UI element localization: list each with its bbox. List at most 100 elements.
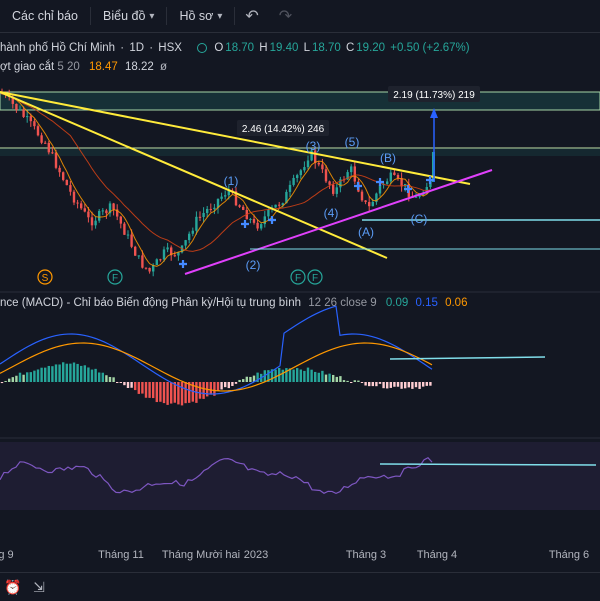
high-value: 19.40 — [269, 42, 299, 54]
candle-body — [112, 203, 115, 210]
candle-body — [137, 255, 140, 257]
candle-body — [288, 184, 292, 192]
symbol-legend: hành phố Hồ Chí Minh · 1D · HSX O 18.70 H… — [0, 42, 470, 54]
macd-histogram-bar — [371, 382, 374, 387]
wave-label-c[interactable]: (C) — [411, 212, 428, 226]
time-axis-label: Tháng 6 — [549, 549, 589, 561]
macd-histogram-bar — [213, 382, 216, 396]
low-label: L — [303, 42, 310, 54]
chart-menu-button[interactable]: Biểu đồ ▾ — [91, 0, 166, 32]
low-value: 18.70 — [311, 42, 341, 54]
candle-body — [29, 116, 32, 122]
timeframe[interactable]: 1D — [129, 42, 145, 54]
macd-histogram-bar — [332, 374, 335, 382]
signal-marker-s[interactable]: S — [37, 269, 53, 285]
candle-body — [130, 234, 133, 247]
macd-line — [0, 305, 433, 395]
candle-body — [256, 222, 259, 229]
macd-histogram-bar — [108, 376, 112, 382]
macd-histogram-bar — [65, 363, 68, 382]
candle-body — [353, 166, 356, 182]
drawings-group — [0, 91, 600, 275]
time-axis-label: 2023 — [244, 549, 268, 561]
candle-body — [375, 193, 378, 202]
macd-histogram-bar — [357, 380, 360, 382]
candle-body — [80, 203, 83, 209]
signal-marker-f[interactable]: F — [307, 269, 323, 285]
macd-histogram-bar — [346, 380, 349, 382]
macd-histogram-bar — [285, 368, 288, 382]
candle-body — [278, 204, 281, 206]
candle-body — [51, 152, 54, 154]
ma-value-1: 18.47 — [89, 61, 118, 73]
macd-histogram-bar — [137, 382, 140, 394]
undo-icon[interactable]: ↶ — [245, 8, 259, 25]
macd-histogram-bar — [123, 382, 126, 386]
measure-label-2[interactable]: 2.19 (11.73%) 219 — [388, 86, 480, 102]
candle-body — [188, 233, 191, 241]
candle-body — [371, 201, 374, 207]
wave-label-5[interactable]: (5) — [345, 135, 360, 149]
macd-histogram-bar — [224, 382, 227, 388]
candle-body — [224, 195, 227, 197]
measure-label-box — [237, 120, 329, 136]
wave-label-3[interactable]: (3) — [306, 139, 321, 153]
time-axis[interactable]: g 9 Tháng 11 Tháng Mười hai 2023 Tháng 3… — [0, 549, 589, 561]
candle-body — [170, 247, 173, 256]
candle-body — [306, 160, 310, 168]
cross-marker — [426, 176, 434, 184]
macd-histogram-bar — [62, 362, 65, 382]
redo-icon[interactable]: ↷ — [278, 8, 293, 25]
macd-histogram-bar — [159, 382, 162, 402]
candle-body — [155, 259, 158, 266]
candle-body — [58, 167, 61, 173]
chart-canvas[interactable]: 2.46 (14.42%) 246 2.19 (11.73%) 219 (1) … — [0, 32, 600, 572]
candle-body — [69, 185, 72, 192]
wave-label-1[interactable]: (1) — [224, 174, 239, 188]
moving-averages-group — [1, 93, 431, 267]
signal-marker-f[interactable]: F — [290, 269, 306, 285]
candle-body — [422, 193, 425, 196]
indicators-button[interactable]: Các chỉ báo — [12, 9, 79, 23]
candle-body — [62, 172, 65, 180]
candle-body — [314, 150, 317, 163]
macd-histogram-bar — [76, 363, 79, 382]
macd-histogram-bar — [389, 382, 392, 388]
candle-body — [83, 208, 86, 212]
wave-label-4[interactable]: (4) — [324, 206, 339, 220]
profile-menu-button[interactable]: Hồ sơ ▾ — [167, 0, 234, 32]
eye-slash-icon[interactable]: ø — [159, 61, 168, 73]
candle-body — [47, 142, 50, 153]
signal-marker-f[interactable]: F — [107, 269, 123, 285]
marker-circle — [290, 269, 306, 285]
wave-label-a[interactable]: (A) — [358, 225, 374, 239]
candle-body — [324, 169, 328, 182]
macd-histogram-bar — [170, 382, 173, 404]
alarm-clock-icon[interactable]: ⏰ — [4, 578, 22, 595]
arrow-up-icon — [430, 108, 438, 118]
cross-marker — [241, 220, 249, 228]
candle-body — [206, 208, 209, 213]
measure-label-1[interactable]: 2.46 (14.42%) 246 — [237, 120, 329, 136]
macd-histogram-bar — [15, 375, 18, 382]
symbol-name[interactable]: hành phố Hồ Chí Minh — [0, 42, 116, 54]
candle-body — [335, 187, 338, 194]
macd-histogram-bar — [130, 382, 133, 388]
macd-histogram-bar — [134, 382, 137, 391]
candle-body — [360, 191, 364, 201]
layout-switch-icon[interactable]: ⇲ — [33, 578, 45, 595]
macd-histogram-bar — [144, 382, 148, 398]
macd-histogram-bar — [411, 382, 414, 389]
wave-label-b[interactable]: (B) — [380, 151, 396, 165]
macd-histogram-bar — [112, 377, 115, 382]
ma-legend[interactable]: ợt giao cắt 5 20 18.47 18.22 ø — [0, 61, 167, 73]
macd-histogram-bar — [393, 382, 396, 387]
candle-body — [18, 109, 22, 111]
resistance-zone[interactable] — [0, 91, 600, 111]
macd-histogram-bar — [180, 382, 184, 406]
candle-body — [350, 166, 353, 173]
candle-body — [396, 174, 400, 179]
wave-label-2[interactable]: (2) — [246, 258, 261, 272]
macd-histogram-bar — [339, 376, 342, 382]
macd-legend[interactable]: nce (MACD) - Chỉ báo Biến động Phân kỳ/H… — [0, 297, 467, 309]
